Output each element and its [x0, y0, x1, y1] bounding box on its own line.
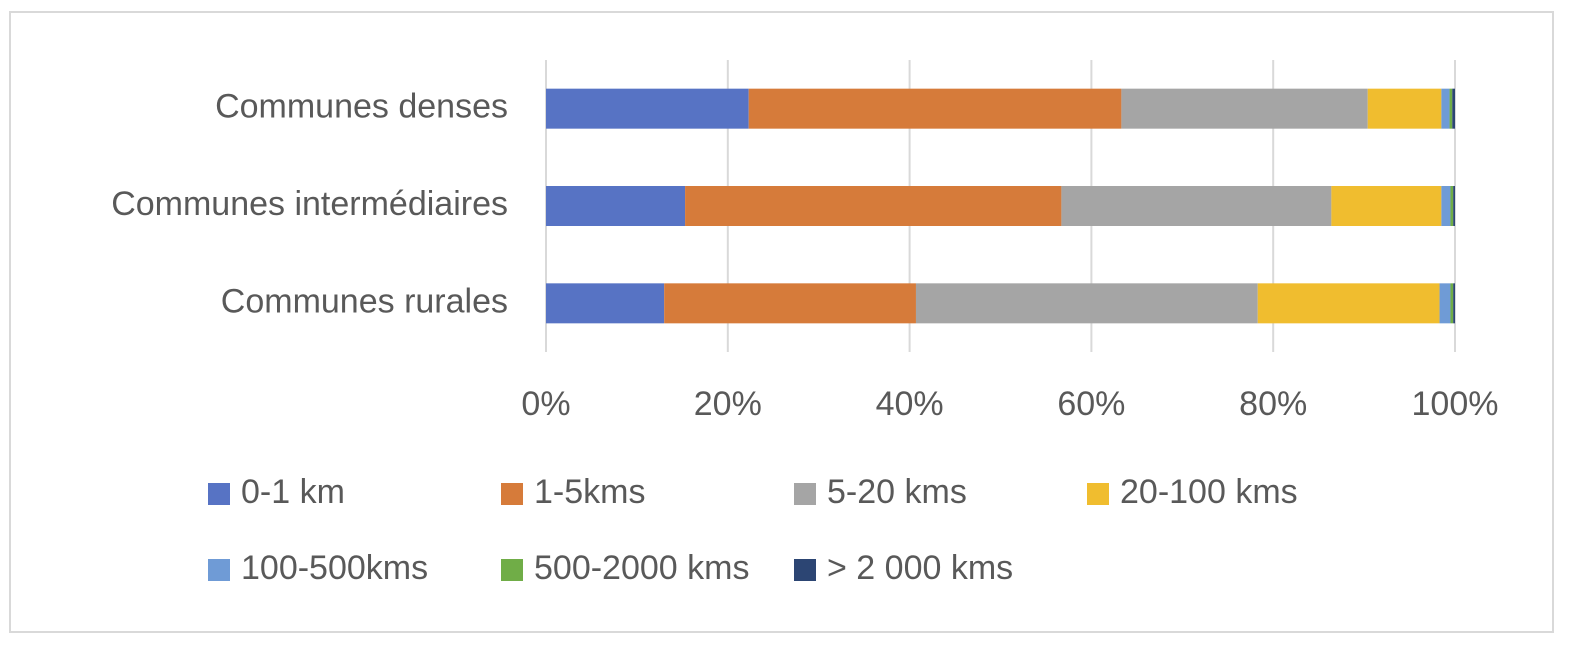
- bar-segment: [748, 88, 1122, 129]
- bar-segment: [1061, 186, 1332, 226]
- bar-segment: [915, 283, 1258, 324]
- bar-segment: [1450, 283, 1454, 324]
- legend-label: 5-20 kms: [827, 473, 967, 511]
- x-tick-label: 100%: [1412, 385, 1499, 423]
- legend-swatch: [501, 483, 523, 505]
- bar-segment: [664, 283, 916, 324]
- x-tick-label: 60%: [1057, 385, 1125, 423]
- bar-segment: [546, 186, 686, 226]
- x-tick-label: 0%: [521, 385, 570, 423]
- bar-segment: [1453, 283, 1455, 324]
- legend-label: 0-1 km: [241, 473, 345, 511]
- legend-swatch: [501, 559, 523, 581]
- y-tick-label: Communes rurales: [221, 282, 508, 320]
- legend-swatch: [208, 483, 230, 505]
- legend-label: 1-5kms: [534, 473, 645, 511]
- bar-segment: [1257, 283, 1440, 324]
- bar-segment: [1441, 88, 1450, 129]
- bar-segment: [685, 186, 1062, 226]
- bar-segment: [1367, 88, 1442, 129]
- legend-label: 20-100 kms: [1120, 473, 1298, 511]
- legend-swatch: [1087, 483, 1109, 505]
- legend-swatch: [208, 559, 230, 581]
- x-tick-label: 20%: [694, 385, 762, 423]
- bar-segment: [546, 88, 749, 129]
- bar-segment: [1449, 88, 1453, 129]
- bar-segment: [1331, 186, 1442, 226]
- y-tick-label: Communes intermédiaires: [111, 185, 508, 223]
- bar-segment: [1450, 186, 1454, 226]
- bar-segment: [1441, 186, 1451, 226]
- legend-label: 500-2000 kms: [534, 549, 749, 587]
- legend-swatch: [794, 483, 816, 505]
- legend-label: 100-500kms: [241, 549, 428, 587]
- bar-segment: [1453, 186, 1455, 226]
- bar-segment: [1452, 88, 1455, 129]
- bar-segment: [1439, 283, 1451, 324]
- legend-label: > 2 000 kms: [827, 549, 1013, 587]
- y-tick-label: Communes denses: [215, 88, 508, 126]
- legend-swatch: [794, 559, 816, 581]
- bar-segment: [546, 283, 665, 324]
- bar-segment: [1121, 88, 1368, 129]
- x-tick-label: 40%: [876, 385, 944, 423]
- x-tick-label: 80%: [1239, 385, 1307, 423]
